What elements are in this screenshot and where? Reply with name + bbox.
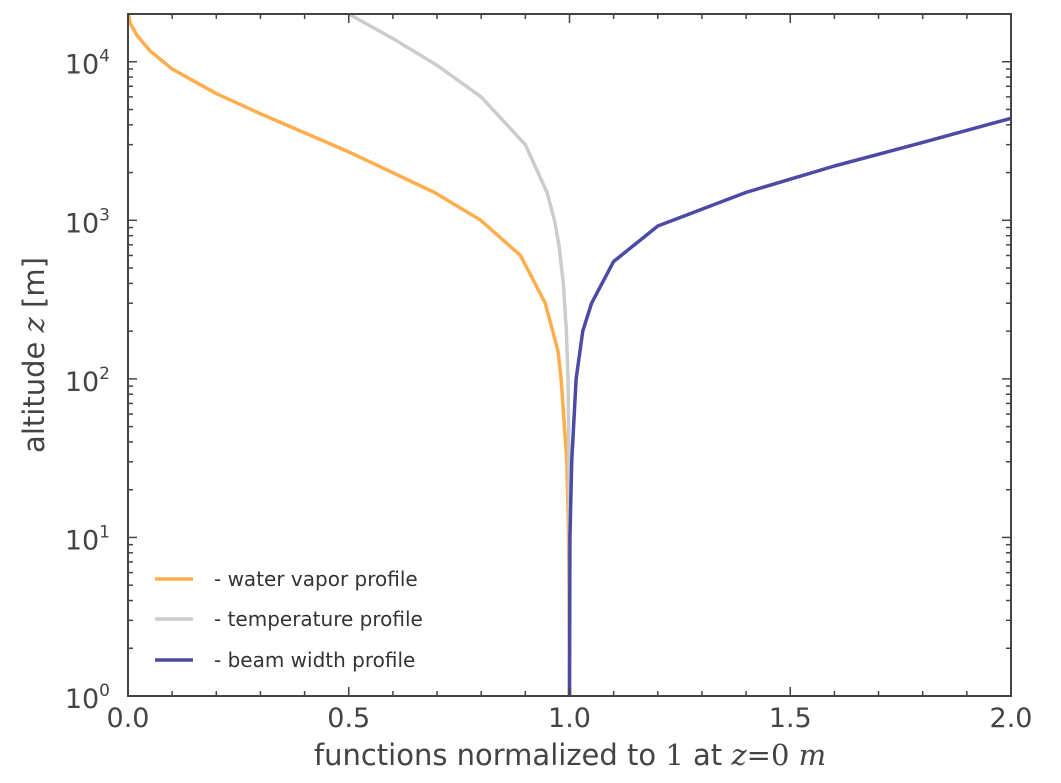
- x-tick-label: 1.5: [769, 703, 812, 734]
- y-tick-label: 102: [65, 364, 110, 398]
- y-tick-label: 103: [65, 205, 110, 239]
- legend-label-water-vapor: - water vapor profile: [214, 567, 418, 591]
- legend: - water vapor profile - temperature prof…: [155, 567, 423, 672]
- legend-label-beam-width: - beam width profile: [214, 648, 415, 672]
- series-line-water-vapor: [128, 14, 572, 696]
- series-line-temperature: [347, 14, 572, 696]
- y-tick-label: 104: [65, 47, 110, 81]
- legend-label-temperature: - temperature profile: [214, 607, 423, 631]
- y-tick-label: 100: [65, 681, 110, 715]
- series-line-beam-width: [567, 116, 1011, 696]
- x-tick-label: 2.0: [990, 703, 1033, 734]
- x-tick-label: 0.5: [327, 703, 370, 734]
- y-axis-title: altitude z [m]: [17, 257, 51, 453]
- x-tick-label: 0.0: [107, 703, 150, 734]
- y-tick-label: 101: [65, 522, 110, 556]
- x-axis-title: functions normalized to 1 at z=0 m: [314, 738, 826, 772]
- x-tick-label: 1.0: [548, 703, 591, 734]
